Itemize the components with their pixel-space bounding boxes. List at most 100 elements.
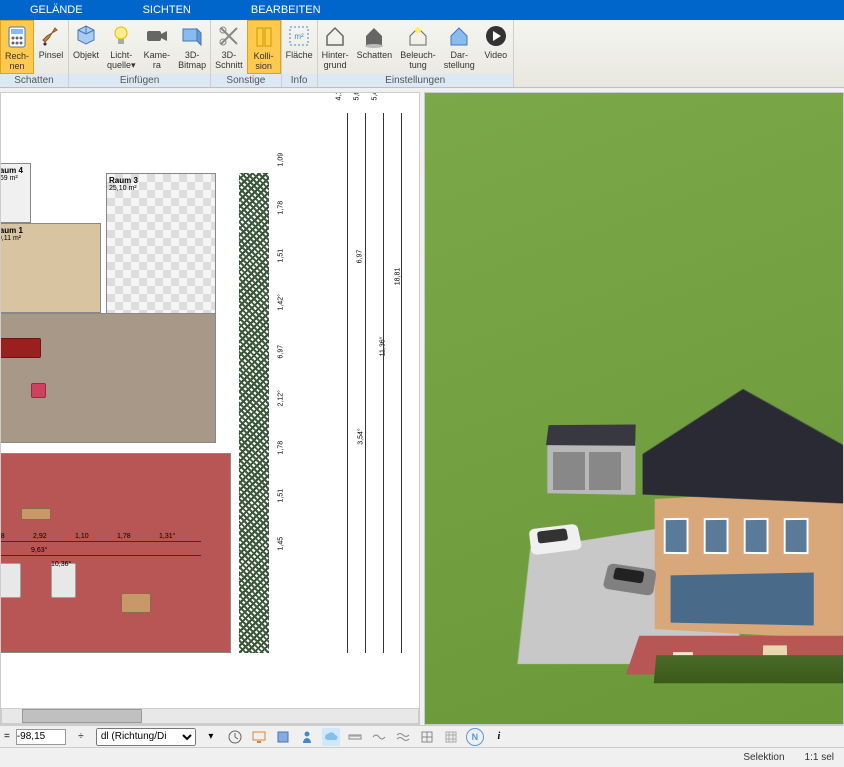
video-icon: [484, 24, 508, 48]
ribbon-btn-label: Beleuch-tung: [400, 50, 436, 70]
camera-icon: [145, 24, 169, 48]
bulb-icon: [109, 24, 133, 48]
dim-label: 5,44°: [372, 92, 379, 101]
dropdown-arrow-icon[interactable]: ▾: [202, 728, 220, 746]
wave2-icon[interactable]: [394, 728, 412, 746]
dim-label: 9,63°: [31, 547, 47, 554]
ribbon-btn-image3d[interactable]: 3D-Bitmap: [174, 20, 210, 74]
cut3d-icon: [217, 24, 241, 48]
cloud-icon[interactable]: [322, 728, 340, 746]
equals-label: =: [4, 731, 10, 742]
ribbon-btn-area[interactable]: m²Fläche: [282, 20, 317, 74]
room-area: 2,69 m²: [0, 175, 28, 182]
brush-icon: [39, 24, 63, 48]
room[interactable]: Raum 325,10 m²: [106, 173, 216, 323]
ribbon-btn-camera[interactable]: Kame-ra: [140, 20, 175, 74]
room-area: 25,10 m²: [109, 185, 213, 192]
furniture-bench[interactable]: [21, 508, 51, 520]
direction-dropdown[interactable]: dl (Richtung/Di: [96, 728, 196, 746]
ribbon-btn-cube[interactable]: Objekt: [69, 20, 103, 74]
ribbon-group-label: Info: [282, 74, 317, 87]
person-icon[interactable]: [298, 728, 316, 746]
cube-icon: [74, 24, 98, 48]
spinner-stepper[interactable]: ÷: [72, 728, 90, 746]
ribbon-btn-brush[interactable]: Pinsel: [34, 20, 68, 74]
view-2d[interactable]: Raum 42,69 m²Raum 120,11 m²Raum 325,10 m…: [0, 92, 420, 725]
ribbon-btn-label: Licht-quelle▾: [107, 50, 136, 70]
scrollbar-2d[interactable]: [1, 708, 419, 724]
ribbon-btn-label: Pinsel: [39, 50, 64, 60]
dim-label: 2,12°: [278, 390, 285, 406]
ribbon-btn-display[interactable]: Dar-stellung: [440, 20, 479, 74]
dim-label: 2,92: [33, 533, 47, 540]
ribbon-btn-collision[interactable]: Kolli-sion: [247, 20, 281, 74]
room[interactable]: Raum 42,69 m²: [0, 163, 31, 223]
vegetation-strip: [239, 173, 269, 653]
room-label: Raum 1: [0, 226, 98, 235]
shadow-icon: [362, 24, 386, 48]
menu-gelaende[interactable]: GELÄNDE: [0, 4, 113, 16]
menu-sichten[interactable]: SICHTEN: [113, 4, 221, 16]
ribbon-btn-label: Kame-ra: [144, 50, 171, 70]
display-icon: [447, 24, 471, 48]
ribbon-group-label: Einstellungen: [318, 74, 513, 87]
furniture-chair[interactable]: [31, 383, 46, 398]
dim-label: 1,31°: [159, 533, 175, 540]
ribbon-btn-label: Dar-stellung: [444, 50, 475, 70]
dim-label: 1,45: [278, 537, 285, 551]
ribbon-btn-light[interactable]: Beleuch-tung: [396, 20, 440, 74]
info-icon[interactable]: i: [490, 728, 508, 746]
dim-label: 1,51: [278, 489, 285, 503]
ribbon-btn-label: Rech-nen: [5, 51, 29, 71]
room-label: Raum 3: [109, 176, 213, 185]
room[interactable]: Raum 120,11 m²: [0, 223, 101, 313]
wave1-icon[interactable]: [370, 728, 388, 746]
room-living[interactable]: [0, 313, 216, 443]
ribbon-btn-calc[interactable]: Rech-nen: [0, 20, 34, 74]
garage-3d: [545, 424, 635, 494]
dim-label: 1,78: [0, 533, 5, 540]
grid2-icon[interactable]: [442, 728, 460, 746]
ribbon-btn-house[interactable]: Hinter-grund: [318, 20, 353, 74]
monitor-icon[interactable]: [250, 728, 268, 746]
north-icon[interactable]: N: [466, 728, 484, 746]
box-icon[interactable]: [274, 728, 292, 746]
furniture-table[interactable]: [121, 593, 151, 613]
statusbar: Selektion 1:1 sel: [0, 747, 844, 767]
dim-label: 1,09: [278, 153, 285, 167]
ruler-icon[interactable]: [346, 728, 364, 746]
ribbon: Rech-nen Pinsel Schatten Objekt Licht-quelle…: [0, 20, 844, 88]
image3d-icon: [180, 24, 204, 48]
dim-label: 1,78: [117, 533, 131, 540]
ribbon-btn-label: 3D-Bitmap: [178, 50, 206, 70]
workspace: Raum 42,69 m²Raum 120,11 m²Raum 325,10 m…: [0, 88, 844, 725]
dimension-lines-right: 4,14° 5,69 5,44° 18,81 11,36° 6,97 3,54°: [329, 103, 409, 663]
house-icon: [323, 24, 347, 48]
dimension-lines-bottom: 1,782,921,101,781,31°9,63°10,36°: [0, 533, 231, 563]
hedge-3d: [654, 655, 844, 683]
ribbon-btn-cut3d[interactable]: 3D-Schnitt: [211, 20, 247, 74]
scrollbar-thumb[interactable]: [22, 709, 142, 723]
ribbon-btn-video[interactable]: Video: [479, 20, 513, 74]
furniture-bed[interactable]: [51, 563, 76, 598]
furniture-sofa[interactable]: [0, 338, 41, 358]
dim-label: 1,42°: [278, 294, 285, 310]
ribbon-btn-label: Kolli-sion: [254, 51, 274, 71]
view-3d[interactable]: [424, 92, 844, 725]
collision-icon: [252, 25, 276, 49]
ribbon-btn-label: Objekt: [73, 50, 99, 60]
dim-label: 4,14°: [336, 92, 343, 101]
grid1-icon[interactable]: [418, 728, 436, 746]
dim-label: 1,51: [278, 249, 285, 263]
furniture-bed[interactable]: [0, 563, 21, 598]
ribbon-group-label: Schatten: [0, 74, 68, 87]
dim-label: 6,97: [278, 345, 285, 359]
ribbon-btn-bulb[interactable]: Licht-quelle▾: [103, 20, 140, 74]
ribbon-btn-label: Schatten: [357, 50, 393, 60]
light-icon: [406, 24, 430, 48]
ribbon-btn-shadow[interactable]: Schatten: [353, 20, 397, 74]
house-3d: [643, 354, 844, 634]
clock-icon[interactable]: [226, 728, 244, 746]
coord-input[interactable]: [16, 729, 66, 745]
menu-bearbeiten[interactable]: BEARBEITEN: [221, 4, 351, 16]
